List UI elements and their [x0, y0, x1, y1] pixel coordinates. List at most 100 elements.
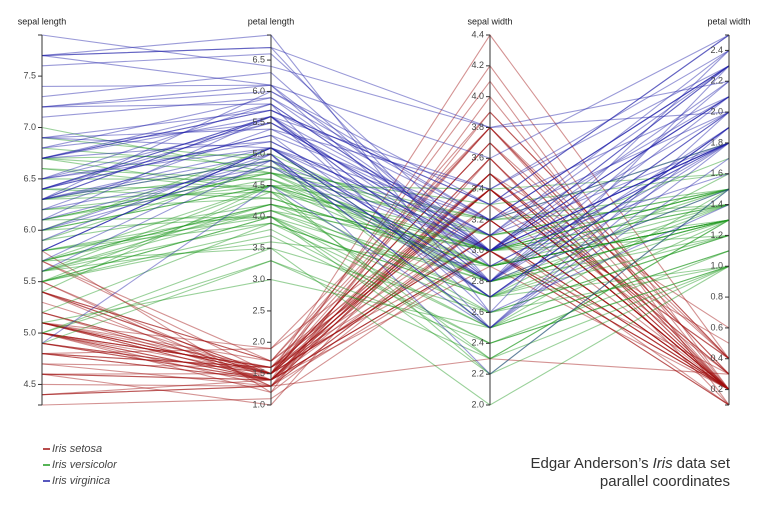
- tick-label: 5.5: [252, 117, 265, 127]
- tick-label: 0.6: [710, 322, 723, 332]
- tick-label: 3.6: [471, 153, 484, 163]
- tick-label: 4.5: [252, 180, 265, 190]
- data-line: [41, 95, 730, 394]
- data-line: [41, 111, 730, 221]
- data-line: [41, 203, 730, 298]
- data-line: [41, 142, 730, 390]
- tick-label: 0.8: [710, 291, 723, 301]
- legend-label: Iris virginica: [52, 475, 110, 487]
- data-line: [41, 234, 730, 391]
- chart-title: Edgar Anderson’s Iris data set: [530, 455, 730, 472]
- data-line: [41, 178, 730, 252]
- tick-label: 2.8: [471, 276, 484, 286]
- tick-label: 2.5: [252, 305, 265, 315]
- data-line: [41, 184, 730, 375]
- data-line: [41, 188, 730, 368]
- data-line: [41, 172, 730, 206]
- data-line: [41, 142, 730, 252]
- data-line: [41, 247, 730, 314]
- data-line: [41, 65, 730, 221]
- data-line: [41, 126, 730, 375]
- data-line: [41, 188, 730, 252]
- data-line: [41, 126, 730, 221]
- data-line: [41, 80, 730, 283]
- tick-label: 6.0: [23, 225, 36, 235]
- data-line: [41, 250, 730, 391]
- data-line: [41, 147, 730, 298]
- tick-label: 1.2: [710, 230, 723, 240]
- data-line: [41, 96, 730, 283]
- tick-label: 7.5: [23, 70, 36, 80]
- data-line: [41, 250, 730, 381]
- data-line: [41, 96, 730, 252]
- data-line: [41, 219, 730, 391]
- data-line: [41, 115, 730, 314]
- tick-label: 1.5: [252, 368, 265, 378]
- data-line: [41, 228, 730, 344]
- data-line: [41, 188, 730, 381]
- data-line: [41, 216, 730, 360]
- data-line: [41, 96, 730, 252]
- data-line: [41, 235, 730, 344]
- data-line: [41, 55, 730, 252]
- title-part: data set: [677, 455, 731, 472]
- data-line: [41, 142, 730, 242]
- data-line: [41, 111, 730, 362]
- data-line: [41, 265, 730, 396]
- data-line: [41, 126, 730, 390]
- data-line: [41, 250, 730, 391]
- data-line: [41, 210, 730, 283]
- tick-label: 6.5: [23, 173, 36, 183]
- tick-label: 2.4: [710, 45, 723, 55]
- data-line: [41, 142, 730, 252]
- data-line: [41, 184, 730, 221]
- data-line: [41, 111, 730, 283]
- data-line: [41, 49, 730, 200]
- data-line: [41, 219, 730, 272]
- data-line: [41, 96, 730, 206]
- tick-label: 4.0: [252, 211, 265, 221]
- data-line: [41, 147, 730, 283]
- data-line: [41, 34, 730, 206]
- data-line: [41, 142, 730, 283]
- data-line: [41, 260, 730, 360]
- data-line: [41, 65, 730, 237]
- data-line: [41, 65, 730, 211]
- data-line: [41, 188, 730, 391]
- tick-label: 3.0: [252, 274, 265, 284]
- data-line: [41, 65, 730, 221]
- tick-label: 3.8: [471, 122, 484, 132]
- data-line: [41, 173, 730, 231]
- data-line: [41, 172, 730, 283]
- tick-label: 5.0: [23, 327, 36, 337]
- data-line: [41, 173, 730, 390]
- data-line: [41, 157, 730, 406]
- tick-label: 4.2: [471, 60, 484, 70]
- data-line: [41, 234, 730, 391]
- tick-label: 6.5: [252, 54, 265, 64]
- data-line: [41, 103, 730, 329]
- tick-label: 5.0: [252, 149, 265, 159]
- legend: Iris setosa Iris versicolor Iris virginica: [43, 443, 118, 487]
- tick-label: 1.0: [710, 261, 723, 271]
- data-line: [41, 219, 730, 391]
- tick-label: 0.2: [710, 384, 723, 394]
- data-line: [41, 142, 730, 375]
- data-line: [41, 210, 730, 298]
- data-line: [41, 172, 730, 390]
- data-line: [41, 90, 730, 221]
- data-line: [41, 191, 730, 314]
- tick-label: 1.6: [710, 168, 723, 178]
- data-line: [41, 216, 730, 375]
- data-line: [41, 203, 730, 362]
- tick-label: 3.0: [471, 245, 484, 255]
- tick-label: 0.4: [710, 353, 723, 363]
- data-line: [41, 34, 730, 129]
- data-line: [41, 127, 730, 298]
- data-line: [41, 115, 730, 267]
- data-line: [41, 216, 730, 314]
- data-line: [41, 34, 730, 159]
- data-line: [41, 49, 730, 237]
- data-line: [41, 34, 730, 375]
